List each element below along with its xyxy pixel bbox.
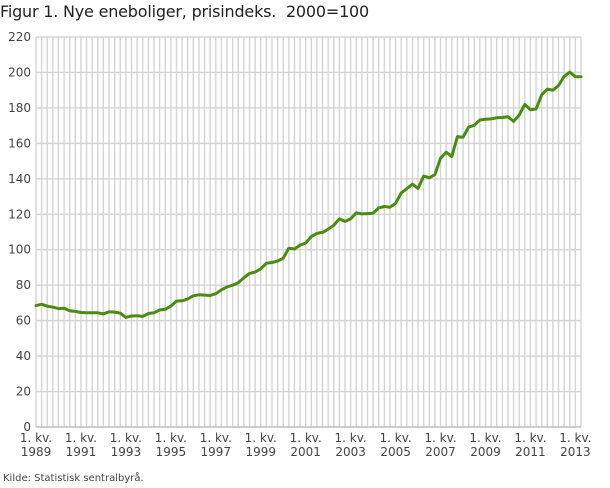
x-tick-label: 1. kv.	[200, 431, 232, 445]
y-tick-label: 80	[16, 278, 31, 292]
y-axis: 0 20 40 60 80 100 120 140 160 180 200 220	[8, 30, 31, 434]
x-tick-label: 1. kv.	[514, 431, 546, 445]
y-tick-label: 220	[8, 30, 31, 44]
y-tick-label: 100	[8, 243, 31, 257]
x-tick-label: 1. kv.	[379, 431, 411, 445]
y-tick-label: 0	[23, 420, 31, 434]
x-tick-label: 1989	[21, 445, 52, 459]
y-tick-label: 160	[8, 136, 31, 150]
x-tick-label: 1. kv.	[65, 431, 97, 445]
horizontal-gridlines	[36, 36, 581, 428]
x-tick-label: 2009	[470, 445, 501, 459]
y-tick-label: 40	[16, 349, 31, 363]
y-tick-label: 180	[8, 101, 31, 115]
chart-title: Figur 1. Nye eneboliger, prisindeks. 200…	[0, 2, 370, 21]
x-tick-label: 1. kv.	[20, 431, 52, 445]
x-tick-label: 1. kv.	[559, 431, 591, 445]
x-tick-label: 1. kv.	[469, 431, 501, 445]
y-tick-label: 200	[8, 65, 31, 79]
x-tick-label: 1993	[111, 445, 142, 459]
source-note: Kilde: Statistisk sentralbyrå.	[3, 473, 144, 484]
x-tick-label: 1. kv.	[424, 431, 456, 445]
x-tick-label: 2007	[425, 445, 456, 459]
x-tick-label: 2013	[560, 445, 591, 459]
x-tick-label: 1991	[66, 445, 97, 459]
x-tick-label: 1999	[245, 445, 276, 459]
x-tick-label: 1997	[201, 445, 232, 459]
x-tick-label: 1. kv.	[155, 431, 187, 445]
y-tick-label: 60	[16, 314, 31, 328]
y-tick-label: 120	[8, 207, 31, 221]
x-tick-label: 2003	[335, 445, 366, 459]
vertical-gridlines	[35, 37, 582, 427]
x-tick-label: 1. kv.	[245, 431, 277, 445]
y-tick-label: 140	[8, 172, 31, 186]
x-tick-label: 1. kv.	[110, 431, 142, 445]
x-tick-label: 1995	[156, 445, 187, 459]
series-line	[34, 70, 583, 319]
x-tick-label: 2005	[380, 445, 411, 459]
x-tick-label: 2011	[515, 445, 546, 459]
x-tick-label: 2001	[290, 445, 321, 459]
x-tick-label: 1. kv.	[290, 431, 322, 445]
y-tick-label: 20	[16, 385, 31, 399]
x-tick-label: 1. kv.	[335, 431, 367, 445]
